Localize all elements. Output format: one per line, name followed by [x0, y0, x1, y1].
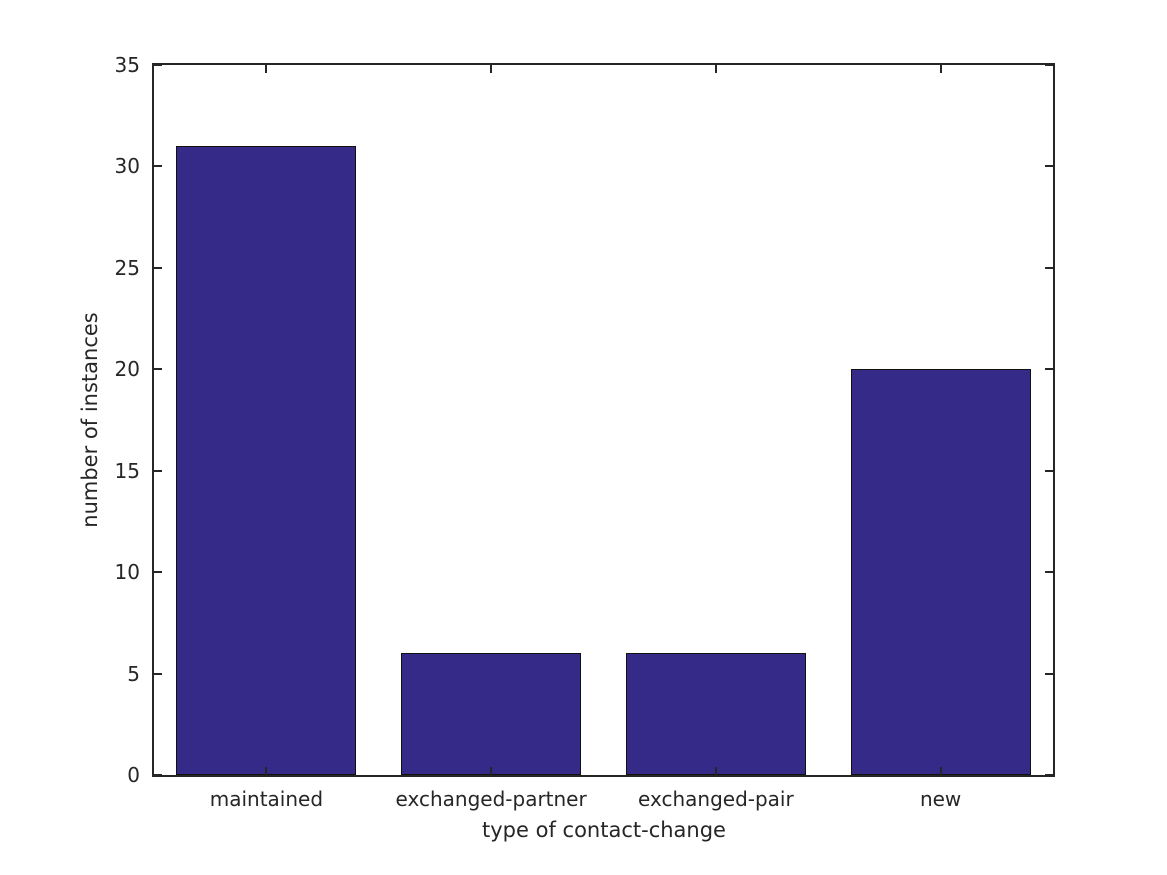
y-tick-label: 0: [127, 763, 140, 787]
y-tick: [1045, 64, 1053, 66]
y-tick: [154, 571, 162, 574]
y-tick: [1045, 672, 1053, 675]
y-tick-label: 20: [114, 357, 140, 382]
x-tick: [939, 65, 942, 73]
bar: [176, 146, 357, 775]
y-axis-label: number of instances: [78, 312, 102, 528]
y-tick: [154, 368, 162, 371]
x-tick: [265, 767, 268, 775]
x-axis-label: type of contact-change: [482, 818, 726, 842]
y-tick: [1045, 266, 1053, 269]
y-tick: [1045, 571, 1053, 574]
x-tick: [939, 767, 942, 775]
x-tick: [265, 65, 268, 73]
x-tick-label: maintained: [209, 787, 324, 811]
x-tick-label: exchanged-partner: [395, 787, 587, 811]
y-tick-label: 15: [114, 458, 140, 483]
y-tick: [154, 672, 162, 675]
bar: [850, 369, 1031, 775]
y-tick: [1045, 774, 1053, 776]
y-tick: [1045, 165, 1053, 168]
x-tick: [490, 767, 493, 775]
y-tick-label: 30: [114, 154, 140, 179]
x-tick: [490, 65, 493, 73]
y-tick: [154, 165, 162, 168]
bar: [625, 653, 806, 775]
y-tick-label: 10: [114, 560, 140, 585]
y-tick: [154, 266, 162, 269]
x-tick-label: new: [919, 787, 962, 811]
y-tick-label: 35: [114, 53, 140, 77]
x-tick-label: exchanged-pair: [638, 787, 794, 811]
y-tick: [1045, 368, 1053, 371]
y-tick: [1045, 469, 1053, 472]
x-tick: [714, 65, 717, 73]
y-tick-label: 5: [127, 661, 140, 686]
x-tick: [714, 767, 717, 775]
y-tick: [154, 64, 162, 66]
bar: [401, 653, 582, 775]
plot-area: [152, 63, 1055, 777]
y-tick-label: 25: [114, 255, 140, 280]
y-tick: [154, 774, 162, 776]
y-tick: [154, 469, 162, 472]
